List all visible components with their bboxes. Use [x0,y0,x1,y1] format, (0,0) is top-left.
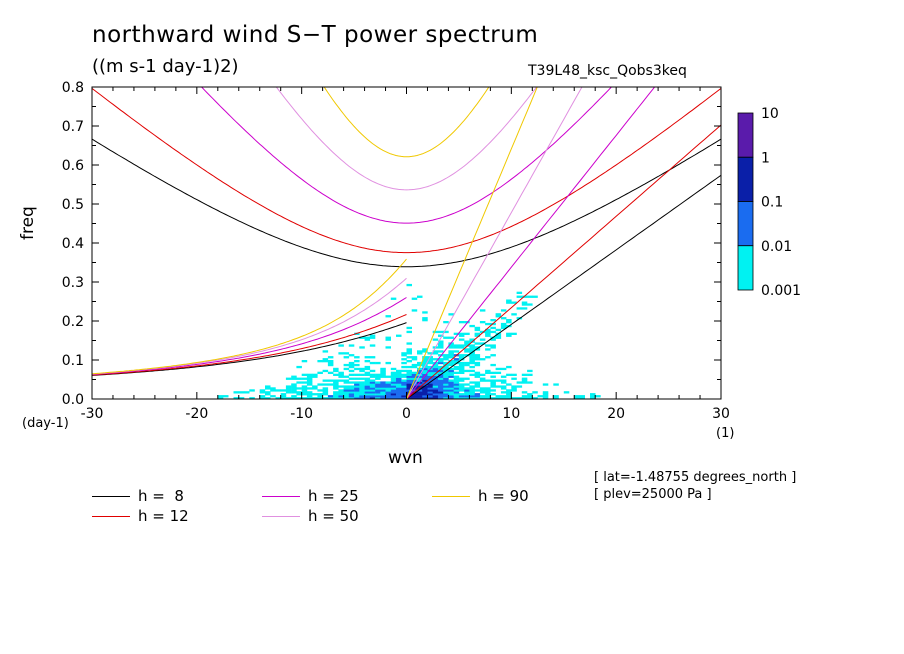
heatmap [217,283,601,399]
x-tick-label: 30 [712,406,730,422]
y-tick-label: 0.6 [62,158,84,174]
ig-curve-h90 [323,87,490,158]
colorbar-segment [737,245,754,291]
y-tick-label: 0.5 [62,197,84,213]
legend-swatch [92,516,130,517]
colorbar-label: 1 [761,150,770,166]
y-tick-label: 0.3 [62,275,84,291]
colorbar-segment [737,156,754,202]
ig-curve-h25 [200,87,613,224]
x-axis-unit: (1) [716,426,735,441]
kelvin-curve-h90 [406,87,538,399]
legend-swatch [262,496,300,497]
y-tick-label: 0.7 [62,119,84,135]
kelvin-curve-h12 [406,124,721,399]
legend-label: h = 50 [308,507,359,525]
x-tick-label: 0 [402,406,411,422]
y-tick-label: 0.1 [62,353,84,369]
y-tick-label: 0.2 [62,314,84,330]
legend-item-h25: h = 25 [262,487,359,505]
legend-label: h = 25 [308,487,359,505]
legend-swatch [92,496,130,497]
mrg-curve-h12 [92,314,407,376]
x-tick-label: -30 [81,406,104,422]
kelvin-curve-h50 [406,87,583,399]
colorbar-label: 10 [761,106,779,122]
chart-units: ((m s-1 day-1)2) [92,56,239,77]
legend-item-h12: h = 12 [92,507,189,525]
y-axis-unit: (day-1) [22,416,69,431]
legend-swatch [262,516,300,517]
x-tick-label: 10 [502,406,520,422]
x-axis-label: wvn [388,448,423,468]
mrg-curve-h90 [92,258,407,375]
y-tick-label: 0.0 [62,392,84,408]
x-tick-label: 20 [607,406,625,422]
y-tick-label: 0.4 [62,236,84,252]
legend-label: h = 12 [138,507,189,525]
pressure-annotation: [ plev=25000 Pa ] [594,487,712,502]
ig-curve-h8 [92,138,721,268]
mrg-curve-h50 [92,277,407,375]
mrg-curve-h8 [92,322,407,376]
legend-item-h8: h = 8 [92,487,184,505]
colorbar-label: 0.1 [761,195,783,211]
ig-curve-h50 [275,87,538,191]
colorbar-label: 0.01 [761,239,792,255]
legend-label: h = 8 [138,487,184,505]
colorbar-segment [737,201,754,247]
chart-title: northward wind S−T power spectrum [92,22,539,48]
latitude-annotation: [ lat=-1.48755 degrees_north ] [594,470,797,485]
legend-label: h = 90 [478,487,529,505]
legend-item-h50: h = 50 [262,507,359,525]
y-tick-label: 0.8 [62,80,84,96]
run-label: T39L48_ksc_Qobs3keq [528,63,687,79]
ig-curve-h12 [92,88,721,254]
legend-swatch [432,496,470,497]
kelvin-curve-h8 [406,174,721,399]
mrg-curve-h25 [92,297,407,375]
legend-item-h90: h = 90 [432,487,529,505]
dispersion-curves [92,87,721,399]
colorbar-label: 0.001 [761,283,801,299]
kelvin-curve-h25 [406,87,656,399]
x-tick-label: -20 [185,406,208,422]
x-tick-label: -10 [290,406,313,422]
colorbar-segment [737,112,754,158]
